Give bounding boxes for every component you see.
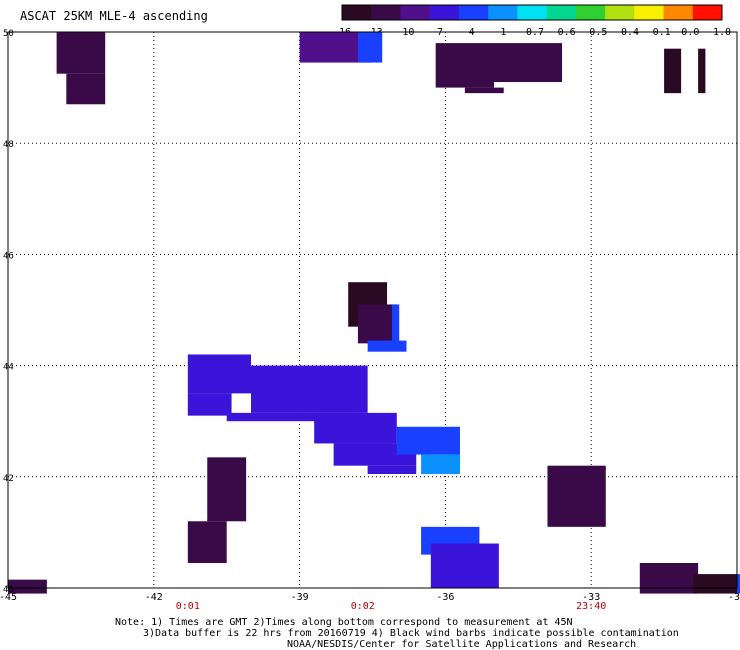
lon-tick-label: -33 [582,592,600,603]
colorbar-swatch [371,5,401,20]
wind-swath [737,574,740,594]
map-frame [7,31,738,589]
note-line-3: NOAA/NESDIS/Center for Satellite Applica… [287,639,636,650]
time-label: 0:01 [176,601,200,612]
lon-tick-label: -30 [728,592,740,603]
wind-swath [421,454,460,475]
wind-swath [639,562,699,594]
wind-swath [187,521,227,563]
lat-tick-label: 44 [3,363,14,373]
colorbar-swatch [400,5,431,20]
colorbar-swatch [546,5,577,20]
colorbar-swatch [692,5,723,20]
colorbar-swatch [429,5,460,20]
wind-swath [367,340,407,352]
lon-tick-label: -36 [436,592,454,603]
note-line-2: 3)Data buffer is 22 hrs from 20160719 4)… [143,628,679,639]
colorbar-swatch [517,5,548,20]
wind-swath [66,73,106,105]
lat-tick-label: 42 [3,474,14,484]
time-label: 23:40 [576,601,606,612]
wind-swath [333,443,417,466]
wind-swath [391,304,400,344]
colorbar-swatch [634,5,665,20]
wind-swath [430,543,499,588]
map-title: ASCAT 25KM MLE-4 ascending [20,9,208,23]
wind-swath [357,304,397,344]
wind-swath [435,43,494,88]
lat-lon-grid [8,32,737,588]
wind-swath [464,87,504,94]
colorbar-swatch [458,5,489,20]
wind-swath [56,32,106,74]
lat-tick-label: 50 [3,29,14,39]
axis-labels: -45 -42 -39 -36 -33 -30 50 48 46 44 42 40 0:01 0:02 23… [0,29,740,612]
wind-swath [396,426,460,455]
lat-tick-label: 48 [3,140,14,150]
colorbar-swatch [663,5,694,20]
colorbar-swatch [605,5,635,20]
wind-swath [251,365,368,413]
note-line-1: Note: 1) Times are GMT 2)Times along bot… [115,617,573,628]
wind-swath [664,48,682,94]
wind-swath [314,412,397,444]
lat-tick-label: 46 [3,251,14,261]
wind-swath [547,465,606,527]
lon-tick-label: -45 [0,592,17,603]
lon-tick-label: -39 [291,592,309,603]
wind-swath [693,574,737,594]
wind-swath [357,32,383,63]
colorbar-swatch [342,5,372,20]
footnotes: Note: 1) Times are GMT 2)Times along bot… [115,617,679,650]
colorbar-swatch [488,5,518,20]
wind-swath [207,457,247,522]
colorbar-border [341,4,723,21]
wind-swaths [8,32,740,594]
lat-tick-label: 40 [3,585,14,595]
wind-swath [226,412,358,422]
wind-swath [8,579,47,594]
wind-swath [187,393,232,416]
wind-swath [494,43,563,83]
colorbar-swatch [575,5,606,20]
wind-swath [187,354,251,394]
lon-tick-label: -42 [145,592,163,603]
time-label: 0:02 [351,601,375,612]
wind-swath [698,48,706,94]
wind-swath [367,465,417,475]
